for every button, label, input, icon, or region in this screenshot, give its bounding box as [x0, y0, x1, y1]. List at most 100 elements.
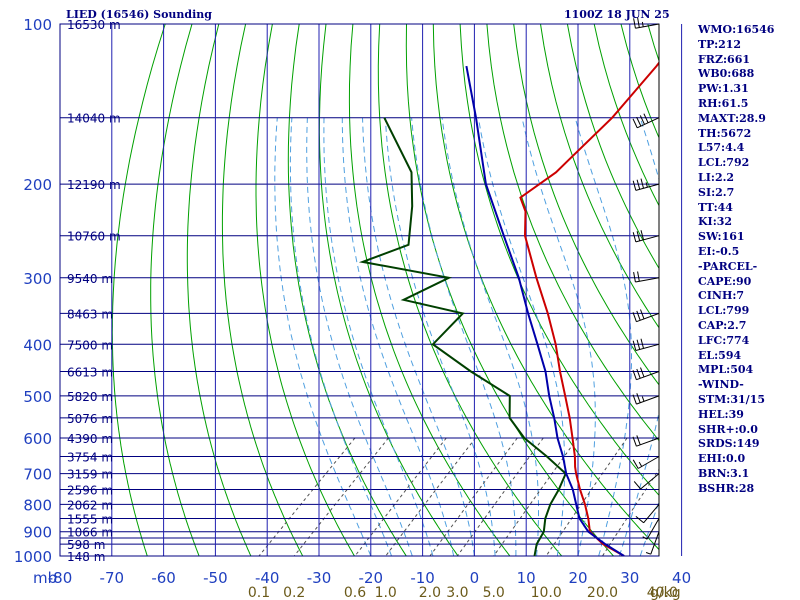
wind-barb-flag — [643, 113, 649, 124]
wind-barb-shaft — [643, 504, 660, 524]
wind-barb — [632, 393, 660, 405]
mixing-ratio-label: 0.2 — [283, 585, 305, 600]
pressure-isotherm-grid — [59, 23, 683, 557]
mixing-ratio-label: 1.0 — [375, 585, 397, 600]
height-label: 5076 m — [67, 412, 113, 426]
wind-barb-flag — [632, 180, 637, 191]
height-label: 598 m — [67, 538, 105, 552]
index-item: SHR+:0.0 — [698, 422, 758, 436]
moist-adiabat — [274, 117, 372, 556]
pressure-label: 200 — [23, 176, 52, 194]
dry-adiabat — [255, 24, 355, 556]
index-item: CINH:7 — [698, 289, 745, 303]
height-label: 2596 m — [67, 484, 113, 498]
temperature-label: -60 — [151, 569, 176, 587]
temperature-label: -40 — [255, 569, 280, 587]
pressure-label: 100 — [23, 16, 52, 34]
temperature-label: 10 — [517, 569, 536, 587]
height-label: 4390 m — [67, 432, 113, 446]
dry-adiabat — [150, 24, 200, 556]
wind-barb-half-flag — [641, 396, 645, 402]
wind-barb-shaft — [646, 518, 660, 540]
moist-adiabat — [306, 117, 413, 556]
wind-barb-half-flag — [638, 461, 643, 467]
wind-barb-flag — [640, 309, 645, 320]
height-label: 6613 m — [67, 366, 113, 380]
height-label: 9540 m — [67, 272, 113, 286]
index-item: EL:594 — [698, 348, 742, 362]
mixing-ratio-label: 20.0 — [587, 585, 618, 600]
height-label: 2062 m — [67, 498, 113, 512]
wind-barb-flag — [635, 516, 644, 524]
index-item: WMO:16546 — [698, 23, 775, 36]
wind-barb-flag — [632, 459, 639, 469]
wind-barb-flag — [636, 435, 641, 445]
wind-barb-flag — [637, 271, 640, 282]
height-label: 1555 m — [67, 513, 113, 527]
moist-adiabat — [323, 117, 434, 556]
height-label: 16530 m — [67, 18, 121, 32]
wind-barb-shaft — [636, 371, 660, 381]
mixing-ratio-label: 0.6 — [344, 585, 366, 600]
index-item: LCL:792 — [698, 156, 750, 170]
temperature-label: 20 — [568, 569, 587, 587]
index-item: EHI:0.0 — [698, 452, 746, 466]
index-item: SW:161 — [698, 230, 745, 244]
wind-barb-flag — [632, 340, 637, 351]
dewpoint-line — [358, 117, 567, 556]
wind-barbs — [632, 17, 660, 556]
index-item: CAPE:90 — [698, 274, 752, 288]
wind-barb-flag — [636, 116, 642, 127]
index-item: LI:2.2 — [698, 170, 735, 184]
index-item: -PARCEL- — [698, 259, 758, 273]
index-item: WB0:688 — [698, 67, 755, 81]
wind-barb — [632, 338, 660, 351]
wind-barb — [632, 367, 660, 381]
temperature-label: -10 — [410, 569, 435, 587]
moist-adiabat — [411, 117, 517, 556]
wind-barb-shaft — [636, 437, 660, 447]
pressure-unit-label: mb — [33, 569, 57, 587]
wind-barb-flag — [636, 231, 641, 242]
height-label: 3754 m — [67, 451, 113, 465]
wind-barb-flag — [632, 312, 637, 322]
wind-barb-flag — [632, 394, 637, 405]
index-item: TP:212 — [698, 37, 742, 51]
stability-indices-list: WMO:16546 TP:212 FRZ:661 WB0:688 PW:1.31 RH:6… — [698, 23, 774, 497]
wind-barb-flag — [636, 368, 641, 379]
moist-adiabat — [441, 117, 539, 556]
wind-barb — [645, 531, 660, 555]
pressure-label: 500 — [23, 388, 52, 406]
wind-barb-half-flag — [645, 552, 651, 555]
wind-barb-flag — [632, 118, 638, 129]
index-item: FRZ:661 — [698, 52, 751, 66]
wind-barb — [632, 230, 660, 243]
mixing-ratio-label: 2.0 — [419, 585, 441, 600]
mixing-ratio-line — [456, 437, 544, 556]
wind-barb — [632, 309, 660, 323]
mixing-ratio-label: 10.0 — [531, 585, 562, 600]
index-item: STM:31/15 — [698, 392, 765, 406]
index-item: EI:-0.5 — [698, 244, 740, 258]
wind-barb-half-flag — [642, 536, 648, 540]
wind-barb — [633, 473, 660, 490]
dry-adiabat — [111, 24, 166, 556]
wind-barb-shaft — [635, 23, 660, 29]
wind-barb — [632, 435, 660, 447]
index-item: LFC:774 — [698, 333, 750, 347]
moist-adiabat — [362, 117, 475, 556]
index-item: SRDS:149 — [698, 437, 760, 451]
index-item: LCL:799 — [698, 304, 750, 318]
wind-barb-flag — [637, 17, 640, 28]
temperature-label: -30 — [307, 569, 332, 587]
index-item: BSHR:28 — [698, 481, 755, 495]
temperature-line — [519, 61, 659, 556]
height-label: 10760 m — [67, 230, 121, 244]
mixing-ratio-line — [429, 437, 518, 556]
wind-barb-flag — [640, 178, 644, 189]
wind-barb-flag — [633, 272, 636, 283]
temperature-label: -80 — [48, 569, 73, 587]
temperature-label: 30 — [620, 569, 639, 587]
index-item: RH:61.5 — [698, 96, 749, 110]
moist-adiabat — [477, 117, 566, 556]
